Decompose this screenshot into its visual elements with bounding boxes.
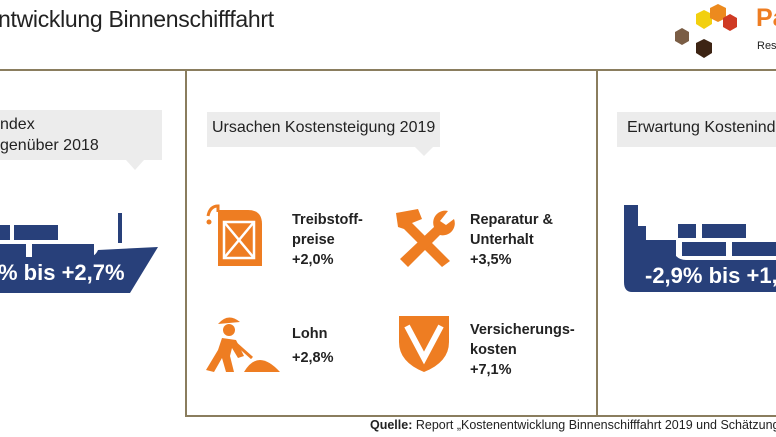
- item-repair-label: Reparatur & Unterhalt: [470, 212, 553, 248]
- item-insurance-value: +7,1%: [470, 362, 512, 378]
- logo: Pa Res: [670, 4, 776, 62]
- right-bubble: Erwartung Kostenind: [617, 112, 776, 147]
- left-bubble: ndex genüber 2018: [0, 110, 162, 160]
- ship-right-icon: [624, 205, 776, 292]
- source-text: Report „Kostenentwicklung Binnenschifffa…: [412, 418, 776, 432]
- tools-icon: [396, 209, 455, 267]
- ship-left-icon: [0, 213, 158, 293]
- divider-left: [185, 70, 187, 416]
- bubble-pointer: [415, 147, 433, 156]
- logo-hexagons-icon: [675, 4, 737, 58]
- item-wage-label: Lohn: [292, 326, 328, 342]
- logo-subtext: Res: [757, 40, 776, 52]
- shield-check-icon: [399, 316, 449, 372]
- item-wage-value: +2,8%: [292, 350, 334, 366]
- bottom-divider: [185, 415, 776, 417]
- source-note: Quelle: Report „Kostenentwicklung Binnen…: [370, 418, 776, 432]
- source-label: Quelle:: [370, 418, 413, 432]
- fuel-canister-icon: [206, 204, 262, 266]
- left-value: % bis +2,7%: [0, 260, 125, 285]
- worker-shovel-icon: [206, 317, 280, 372]
- item-fuel-value: +2,0%: [292, 252, 334, 268]
- left-bubble-line1: ndex: [0, 116, 35, 133]
- bubble-pointer: [126, 160, 144, 170]
- right-value: -2,9% bis +1,4: [645, 263, 776, 288]
- top-divider: [0, 69, 776, 71]
- item-fuel-label: Treibstoff- preise: [292, 212, 363, 248]
- item-repair-value: +3,5%: [470, 252, 512, 268]
- page-title: ntwicklung Binnenschifffahrt: [0, 6, 274, 32]
- divider-right: [596, 70, 598, 416]
- item-insurance-label: Versicherungs- kosten: [470, 322, 575, 358]
- middle-bubble: Ursachen Kostensteigung 2019: [207, 112, 440, 147]
- left-bubble-line2: genüber 2018: [0, 137, 99, 154]
- logo-text: Pa: [756, 4, 776, 32]
